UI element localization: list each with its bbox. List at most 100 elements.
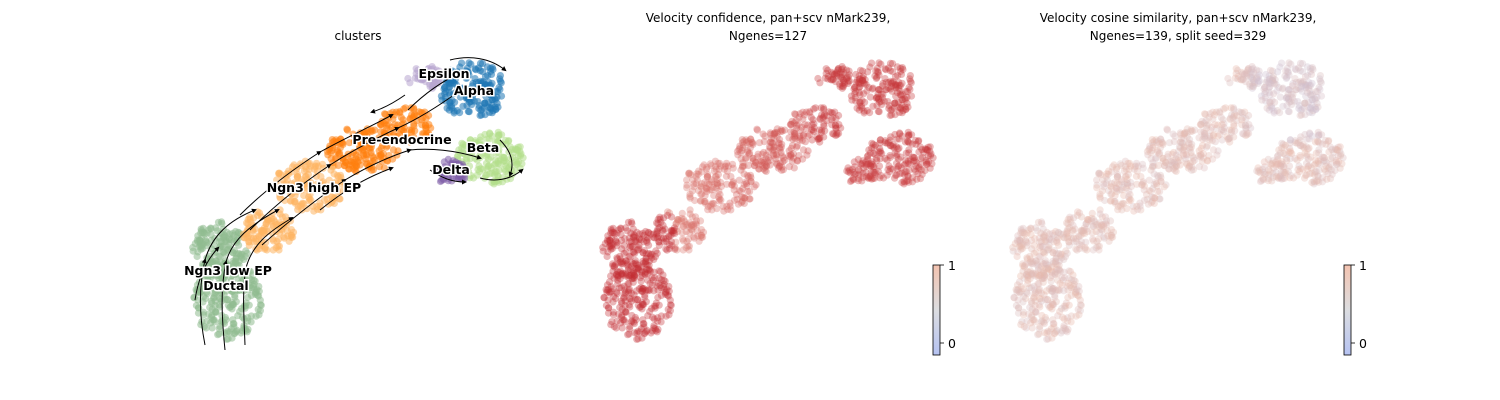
colorbar-tick-label-max: 1 <box>1359 258 1367 273</box>
scatter-point <box>1278 161 1287 169</box>
scatter-point <box>1296 142 1304 150</box>
scatter-point <box>686 219 694 227</box>
scatter-point <box>818 111 826 119</box>
scatter-point <box>1287 97 1295 106</box>
scatter-point <box>652 299 660 307</box>
scatter-point <box>742 154 750 162</box>
scatter-point <box>884 166 892 174</box>
scatter-point <box>839 65 847 73</box>
scatter-point <box>1293 156 1301 164</box>
scatter-point <box>685 169 693 177</box>
scatter-point <box>744 187 752 196</box>
scatter-point <box>1041 257 1049 265</box>
scatter-point <box>1313 137 1322 145</box>
scatter-point <box>823 112 831 120</box>
scatter-point <box>1150 137 1158 145</box>
scatter-point <box>1038 275 1046 283</box>
scatter-point <box>642 254 650 263</box>
scatter-point <box>270 215 278 224</box>
scatter-point <box>1055 261 1063 269</box>
scatter-point <box>1030 249 1038 257</box>
scatter-point <box>912 159 921 167</box>
scatter-point <box>634 296 642 304</box>
scatter-point <box>1118 200 1126 208</box>
scatter-point <box>446 98 454 107</box>
scatter-point <box>793 142 801 150</box>
scatter-point <box>637 303 645 311</box>
scatter-point <box>1199 154 1208 162</box>
scatter-point <box>293 173 301 181</box>
scatter-point <box>668 213 676 221</box>
scatter-point <box>640 284 648 292</box>
scatter-point <box>721 163 729 171</box>
scatter-point <box>1049 320 1057 328</box>
scatter-point <box>607 321 615 329</box>
scatter-point <box>831 121 840 129</box>
scatter-point <box>1195 147 1203 155</box>
scatter-point <box>446 80 454 88</box>
scatter-point <box>1160 183 1168 191</box>
scatter-point <box>867 168 875 176</box>
scatter-point <box>1287 60 1295 68</box>
scatter-point <box>1286 98 1294 106</box>
scatter-point <box>896 129 904 137</box>
scatter-point <box>664 291 672 299</box>
scatter-point <box>1275 174 1283 182</box>
scatter-point <box>867 162 875 170</box>
scatter-point <box>1052 265 1061 273</box>
scatter-point <box>698 168 706 176</box>
scatter-point <box>644 270 652 278</box>
scatter-point <box>737 149 745 157</box>
scatter-point <box>1071 289 1080 297</box>
scatter-point <box>829 109 837 117</box>
scatter-point <box>1054 266 1062 274</box>
scatter-point <box>737 187 745 195</box>
scatter-point <box>1100 223 1108 231</box>
scatter-point <box>833 131 841 139</box>
scatter-point <box>1146 142 1154 150</box>
scatter-point <box>666 296 674 304</box>
scatter-point <box>1302 92 1310 100</box>
scatter-point <box>1076 296 1084 304</box>
scatter-point <box>1240 130 1248 138</box>
scatter-point <box>1133 202 1141 210</box>
scatter-point <box>1183 129 1191 137</box>
scatter-point <box>199 229 207 237</box>
scatter-point <box>903 137 912 145</box>
scatter-point <box>670 224 679 232</box>
scatter-point <box>1118 206 1126 214</box>
scatter-point <box>1077 301 1085 309</box>
scatter-point <box>1157 177 1165 185</box>
scatter-point <box>754 150 762 158</box>
scatter-point <box>1079 229 1087 237</box>
scatter-point <box>1301 149 1309 157</box>
scatter-point <box>1225 135 1233 143</box>
scatter-point <box>1075 287 1083 295</box>
scatter-point <box>710 180 719 188</box>
scatter-point <box>1020 263 1028 271</box>
scatter-point <box>881 139 889 147</box>
scatter-point <box>893 135 901 143</box>
scatter-point <box>750 161 759 169</box>
scatter-point <box>839 79 847 87</box>
scatter-point <box>1309 65 1317 74</box>
scatter-point <box>876 136 885 144</box>
scatter-point <box>1288 101 1296 109</box>
scatter-point <box>1045 244 1053 252</box>
scatter-point <box>899 107 907 115</box>
scatter-point <box>865 160 873 168</box>
scatter-point <box>796 132 804 140</box>
scatter-point <box>612 270 621 278</box>
scatter-point <box>1230 112 1238 120</box>
scatter-point <box>746 171 755 179</box>
scatter-point <box>652 327 660 335</box>
scatter-point <box>1307 70 1316 78</box>
scatter-point <box>924 152 933 160</box>
scatter-point <box>1334 152 1342 160</box>
scatter-point <box>1031 301 1039 310</box>
scatter-point <box>1129 202 1137 211</box>
scatter-point <box>214 280 222 288</box>
scatter-point <box>605 243 614 251</box>
scatter-point <box>752 181 760 189</box>
scatter-point <box>881 154 889 163</box>
